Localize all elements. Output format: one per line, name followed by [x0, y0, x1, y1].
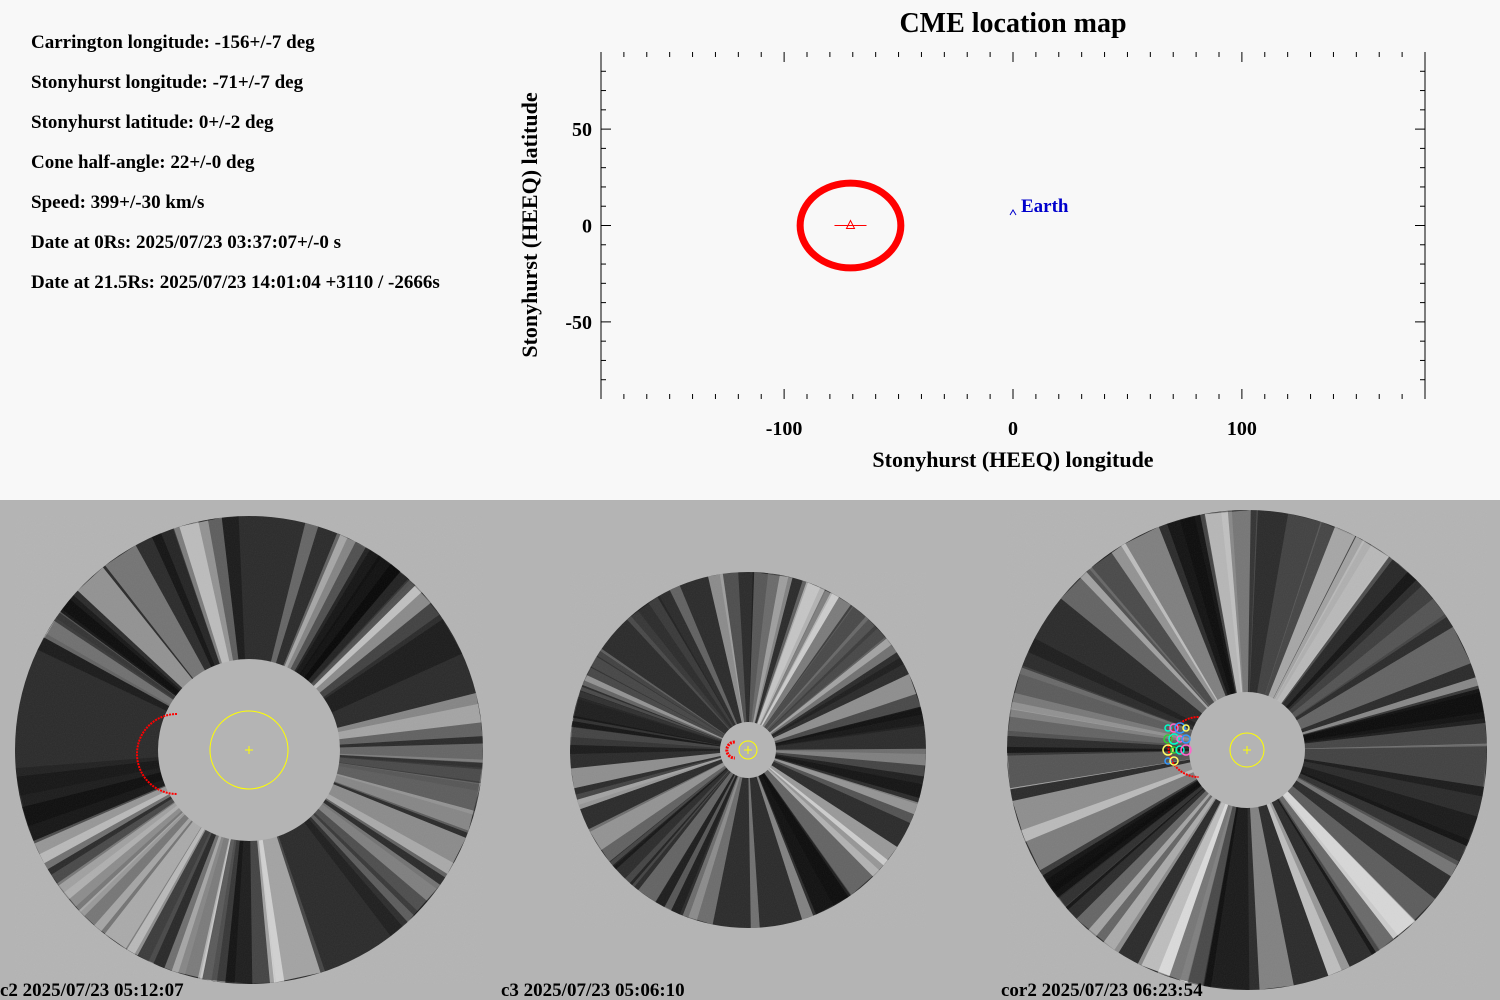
cme-feature-blob — [1162, 744, 1174, 756]
cme-feature-blob — [1174, 722, 1186, 734]
cme-feature-blob — [1164, 724, 1172, 732]
cme-feature-blob — [1169, 723, 1179, 733]
cme-parameters: Carrington longitude: -156+/-7 deg Stony… — [31, 30, 440, 310]
map-marks: Earth — [796, 179, 1069, 272]
coronagraph-images — [15, 510, 1487, 990]
carrington-longitude-text: Carrington longitude: -156+/-7 deg — [31, 32, 315, 53]
c3-coronagraph-image — [570, 572, 926, 928]
y-tick-label: -50 — [565, 312, 592, 334]
date-at-21-5rs-text: Date at 21.5Rs: 2025/07/23 14:01:04 +311… — [31, 272, 440, 293]
cme-center-marker — [845, 219, 856, 229]
earth-label: Earth — [1021, 196, 1069, 217]
stonyhurst-latitude-text: Stonyhurst latitude: 0+/-2 deg — [31, 112, 274, 133]
coronagraph-panels: c2 2025/07/23 05:12:07 c3 2025/07/23 05:… — [0, 500, 1500, 1000]
cme-feature-blob — [1169, 756, 1179, 766]
solar-limb-circle — [738, 740, 758, 760]
cme-feature-blob — [1180, 744, 1192, 756]
solar-limb-circle — [209, 710, 289, 790]
cme-feature-blob — [1163, 734, 1173, 744]
cme-feature-blob — [1181, 734, 1191, 744]
x-tick-label: 100 — [1227, 418, 1257, 440]
c2-panel-label: c2 2025/07/23 05:12:07 — [0, 980, 184, 1000]
y-tick-label: 0 — [582, 216, 592, 238]
x-axis-label: Stonyhurst (HEEQ) longitude — [872, 447, 1153, 472]
cme-front-overlay — [1167, 716, 1199, 778]
cme-front-overlay — [136, 713, 178, 795]
c3-panel-label: c3 2025/07/23 05:06:10 — [501, 980, 685, 1000]
cme-feature-blob — [1170, 746, 1178, 754]
cme-cone-outline — [796, 179, 905, 272]
date-at-0rs-text: Date at 0Rs: 2025/07/23 03:37:07+/-0 s — [31, 232, 342, 253]
x-tick-label: -100 — [766, 418, 803, 440]
speed-text: Speed: 399+/-30 km/s — [31, 192, 205, 213]
map-title: CME location map — [899, 8, 1127, 39]
cor2-panel-label: cor2 2025/07/23 06:23:54 — [1001, 980, 1203, 1000]
solar-limb-circle — [1229, 732, 1265, 768]
map-axes — [600, 52, 1426, 399]
cme-feature-blob — [1182, 724, 1190, 732]
cme-front-overlay — [725, 740, 735, 760]
cme-feature-blob — [1176, 735, 1184, 743]
x-tick-label: 0 — [1008, 418, 1018, 440]
cor2-coronagraph-image — [1007, 510, 1487, 990]
cme-location-map: -100 0 100 -50 0 50 Earth Stonyhurst (HEEQ) l… — [517, 52, 1426, 472]
y-tick-label: 50 — [572, 119, 592, 141]
cme-feature-blob — [1168, 733, 1180, 745]
stonyhurst-longitude-text: Stonyhurst longitude: -71+/-7 deg — [31, 72, 304, 93]
cone-half-angle-text: Cone half-angle: 22+/-0 deg — [31, 152, 255, 173]
map-ticks: -100 0 100 -50 0 50 — [565, 52, 1425, 440]
c2-coronagraph-image — [15, 516, 483, 984]
y-axis-label: Stonyhurst (HEEQ) latitude — [517, 92, 542, 357]
earth-marker — [1009, 209, 1017, 216]
cme-feature-blob — [1175, 745, 1185, 755]
cme-feature-blob — [1164, 757, 1172, 765]
